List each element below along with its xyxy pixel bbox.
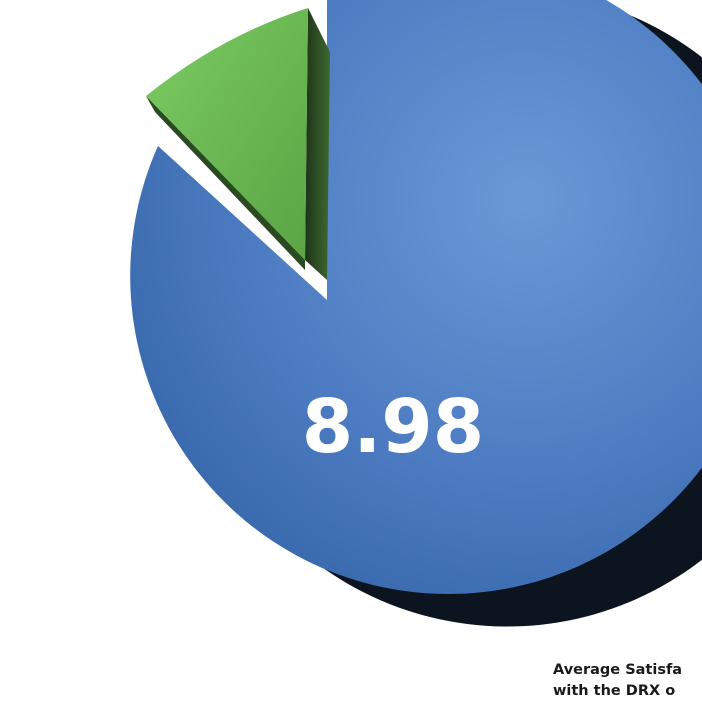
- caption-line-2: with the DRX o: [553, 683, 676, 699]
- pie-slice-small-group: [146, 8, 330, 280]
- caption-line-1: Average Satisfa: [553, 662, 683, 678]
- pie-slice-main: [130, 0, 702, 594]
- pie-slice-small: [146, 8, 308, 260]
- pie-slice-small-edge: [146, 96, 305, 270]
- center-value-label: 8.98: [302, 384, 485, 470]
- chart-caption: Average Satisfa with the DRX o: [553, 660, 702, 702]
- pie-slice-small-side: [305, 8, 330, 280]
